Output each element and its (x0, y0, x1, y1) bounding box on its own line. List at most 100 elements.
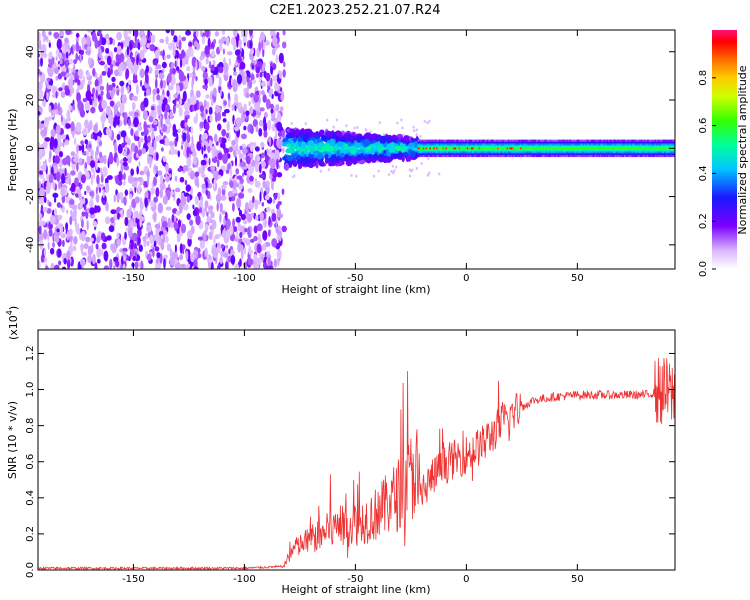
heatmap-cell (38, 111, 41, 116)
heatmap-cell (639, 147, 642, 150)
heatmap-cell (617, 141, 619, 144)
heatmap-cell (589, 153, 591, 156)
heatmap-cell (502, 153, 505, 156)
heatmap-cell (235, 117, 242, 128)
heatmap-cell (241, 30, 244, 38)
heatmap-cell (417, 143, 420, 146)
heatmap-cell (540, 147, 542, 150)
heatmap-cell (126, 45, 130, 56)
heatmap-cell (195, 30, 199, 38)
heatmap-cell (263, 130, 268, 138)
heatmap-cell (609, 139, 611, 142)
heatmap-cell (152, 88, 157, 96)
heatmap-cell (256, 243, 262, 254)
heatmap-cell (670, 143, 673, 146)
heatmap-cell (625, 149, 627, 152)
heatmap-cell (500, 153, 502, 156)
heatmap-cell (131, 95, 138, 101)
heatmap-cell (272, 75, 277, 82)
heatmap-cell (211, 219, 217, 230)
heatmap-cell (275, 104, 280, 112)
heatmap-cell (217, 264, 221, 269)
heatmap-cell (142, 110, 148, 121)
heatmap-cell (63, 257, 67, 265)
heatmap-cell (580, 147, 582, 150)
heatmap-cell (157, 105, 162, 116)
heatmap-cell (494, 155, 497, 158)
heatmap-cell (128, 30, 132, 35)
heatmap-cell (573, 153, 575, 156)
heatmap-cell (518, 139, 521, 142)
heatmap-cell (452, 155, 454, 158)
heatmap-cell (558, 141, 561, 144)
heatmap-cell (602, 143, 605, 146)
heatmap-cell (587, 143, 590, 146)
heatmap-cell (486, 147, 489, 150)
heatmap-cell (137, 41, 141, 51)
heatmap-cell (234, 93, 239, 104)
heatmap-cell (456, 149, 458, 152)
heatmap-cell (580, 145, 582, 148)
heatmap-cell (554, 151, 557, 154)
heatmap-cell (553, 141, 555, 144)
heatmap-cell (618, 139, 621, 142)
heatmap-cell (565, 151, 567, 154)
heatmap-cell (482, 155, 485, 158)
heatmap-cell (193, 266, 199, 269)
heatmap-cell (244, 201, 249, 212)
heatmap-cell (85, 236, 91, 243)
heatmap-cell (185, 56, 189, 65)
heatmap-cell (465, 143, 468, 146)
heatmap-cell (626, 153, 629, 156)
heatmap-cell (609, 151, 611, 154)
heatmap-cell (76, 161, 79, 172)
heatmap-cell (216, 202, 219, 212)
heatmap-cell (245, 238, 251, 246)
heatmap-cell (85, 89, 92, 101)
heatmap-cell (566, 147, 569, 150)
heatmap-cell (671, 151, 674, 154)
heatmap-cell (412, 129, 416, 133)
heatmap-cell (602, 145, 605, 148)
heatmap-cell (630, 143, 633, 146)
heatmap-cell (546, 151, 549, 154)
heatmap-cell (581, 139, 583, 142)
heatmap-cell (665, 151, 667, 154)
heatmap-cell (169, 256, 175, 267)
heatmap-cell (58, 87, 63, 92)
heatmap-cell (69, 216, 73, 226)
heatmap-cell (611, 149, 614, 152)
heatmap-cell (561, 139, 563, 142)
heatmap-cell (516, 145, 518, 148)
heatmap-cell (205, 189, 209, 196)
heatmap-cell (502, 145, 505, 148)
heatmap-cell (470, 149, 473, 152)
heatmap-cell (57, 102, 61, 112)
heatmap-cell (611, 153, 614, 156)
heatmap-cell (250, 125, 254, 135)
heatmap-cell (186, 146, 190, 158)
heatmap-cell (404, 151, 409, 159)
heatmap-cell (580, 139, 582, 142)
heatmap-cell (192, 156, 197, 166)
heatmap-cell (465, 153, 468, 156)
heatmap-cell (639, 145, 642, 148)
heatmap-cell (422, 147, 425, 150)
heatmap-cell (93, 100, 98, 108)
heatmap-cell (474, 149, 477, 152)
heatmap-cell (204, 200, 209, 209)
heatmap-cell (434, 147, 437, 150)
heatmap-cell (242, 148, 248, 154)
heatmap-cell (450, 153, 453, 156)
heatmap-cell (199, 55, 204, 61)
heatmap-cell (548, 139, 550, 142)
heatmap-cell (513, 141, 516, 144)
heatmap-cell (424, 155, 426, 158)
heatmap-cell (185, 250, 189, 261)
heatmap-cell (211, 149, 216, 159)
heatmap-cell (127, 228, 133, 238)
heatmap-cell (524, 147, 526, 150)
heatmap-cell (432, 145, 434, 148)
heatmap-cell (553, 155, 555, 158)
heatmap-cell (140, 35, 147, 46)
